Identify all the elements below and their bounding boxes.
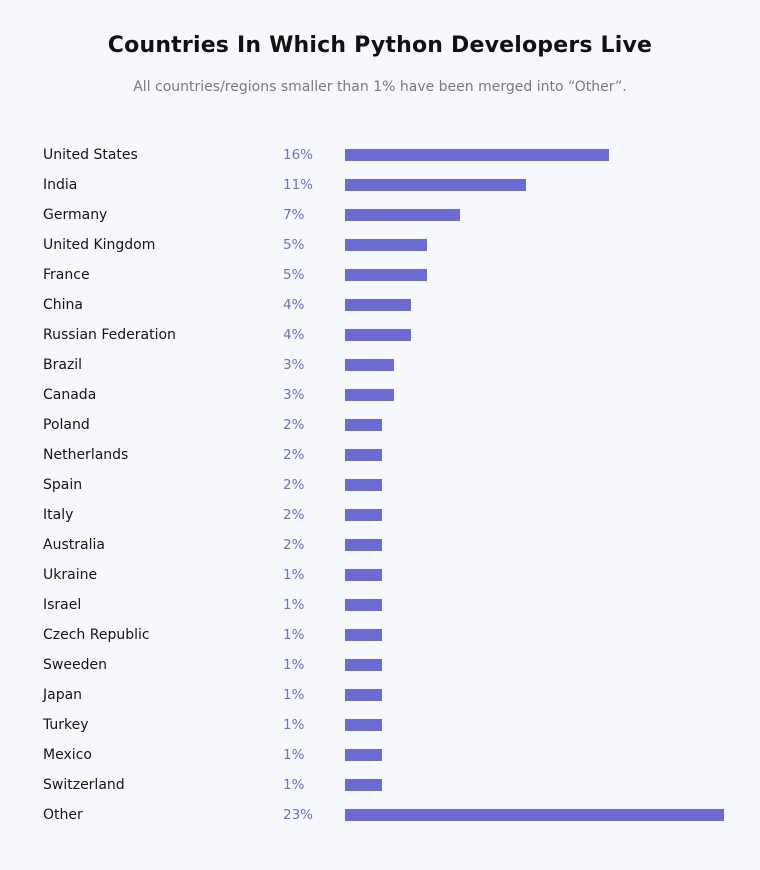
category-label: China: [43, 297, 83, 313]
value-label: 4%: [283, 297, 305, 313]
bar-row: India 11%: [0, 170, 760, 200]
category-label: Other: [43, 807, 83, 823]
bar: [345, 389, 395, 401]
category-label: Canada: [43, 387, 97, 403]
category-label: Sweeden: [43, 657, 107, 673]
value-label: 1%: [283, 747, 305, 763]
category-label: Israel: [43, 597, 82, 613]
bar: [345, 659, 382, 671]
value-label: 2%: [283, 477, 305, 493]
category-label: United States: [43, 147, 138, 163]
bar-row: Italy 2%: [0, 500, 760, 530]
value-label: 1%: [283, 627, 305, 643]
category-label: Netherlands: [43, 447, 129, 463]
bar-row: China 4%: [0, 290, 760, 320]
category-label: Australia: [43, 537, 105, 553]
bar: [345, 629, 382, 641]
bar: [345, 359, 395, 371]
category-label: Poland: [43, 417, 90, 433]
value-label: 23%: [283, 807, 314, 823]
value-label: 1%: [283, 657, 305, 673]
bar-row: Japan 1%: [0, 680, 760, 710]
bar-row: United Kingdom 5%: [0, 230, 760, 260]
bar-row: Canada 3%: [0, 380, 760, 410]
bar: [345, 599, 382, 611]
bar: [345, 539, 382, 551]
category-label: Switzerland: [43, 777, 125, 793]
category-label: Italy: [43, 507, 74, 523]
value-label: 3%: [283, 387, 305, 403]
category-label: Russian Federation: [43, 327, 176, 343]
bar-row: Mexico 1%: [0, 740, 760, 770]
value-label: 2%: [283, 447, 305, 463]
value-label: 1%: [283, 687, 305, 703]
category-label: Ukraine: [43, 567, 98, 583]
bar: [345, 179, 527, 191]
bar: [345, 419, 382, 431]
value-label: 5%: [283, 237, 305, 253]
bar-row: Australia 2%: [0, 530, 760, 560]
bar: [345, 479, 382, 491]
category-label: Turkey: [43, 717, 89, 733]
value-label: 2%: [283, 417, 305, 433]
category-label: Japan: [43, 687, 83, 703]
bar: [345, 269, 428, 281]
category-label: India: [43, 177, 78, 193]
bar-row: Russian Federation 4%: [0, 320, 760, 350]
category-label: United Kingdom: [43, 237, 156, 253]
bar: [345, 569, 382, 581]
bar: [345, 809, 724, 821]
bar-row: Israel 1%: [0, 590, 760, 620]
bar: [345, 209, 461, 221]
value-label: 7%: [283, 207, 305, 223]
bar-row: Netherlands 2%: [0, 440, 760, 470]
bar: [345, 749, 382, 761]
category-label: Germany: [43, 207, 108, 223]
value-label: 2%: [283, 507, 305, 523]
value-label: 2%: [283, 537, 305, 553]
bar-row: Czech Republic 1%: [0, 620, 760, 650]
value-label: 5%: [283, 267, 305, 283]
value-label: 1%: [283, 597, 305, 613]
category-label: Spain: [43, 477, 83, 493]
chart-subtitle: All countries/regions smaller than 1% ha…: [133, 79, 627, 95]
bar: [345, 239, 428, 251]
bar: [345, 779, 382, 791]
bar: [345, 149, 609, 161]
value-label: 11%: [283, 177, 314, 193]
value-label: 16%: [283, 147, 314, 163]
bar-row: Sweeden 1%: [0, 650, 760, 680]
bar-row: Ukraine 1%: [0, 560, 760, 590]
category-label: Mexico: [43, 747, 92, 763]
value-label: 1%: [283, 717, 305, 733]
value-label: 3%: [283, 357, 305, 373]
bar: [345, 329, 411, 341]
value-label: 1%: [283, 567, 305, 583]
bar-row: United States 16%: [0, 140, 760, 170]
bar-row: Germany 7%: [0, 200, 760, 230]
bar: [345, 689, 382, 701]
category-label: Brazil: [43, 357, 83, 373]
bar-row: Other 23%: [0, 800, 760, 830]
bar: [345, 449, 382, 461]
chart-title: Countries In Which Python Developers Liv…: [107, 33, 653, 58]
bar: [345, 719, 382, 731]
value-label: 1%: [283, 777, 305, 793]
bar-row: Spain 2%: [0, 470, 760, 500]
bar: [345, 299, 411, 311]
category-label: France: [43, 267, 90, 283]
bar-row: Switzerland 1%: [0, 770, 760, 800]
bar-row: Brazil 3%: [0, 350, 760, 380]
value-label: 4%: [283, 327, 305, 343]
bar-row: Poland 2%: [0, 410, 760, 440]
bar-row: France 5%: [0, 260, 760, 290]
bar: [345, 509, 382, 521]
category-label: Czech Republic: [43, 627, 150, 643]
bar-row: Turkey 1%: [0, 710, 760, 740]
